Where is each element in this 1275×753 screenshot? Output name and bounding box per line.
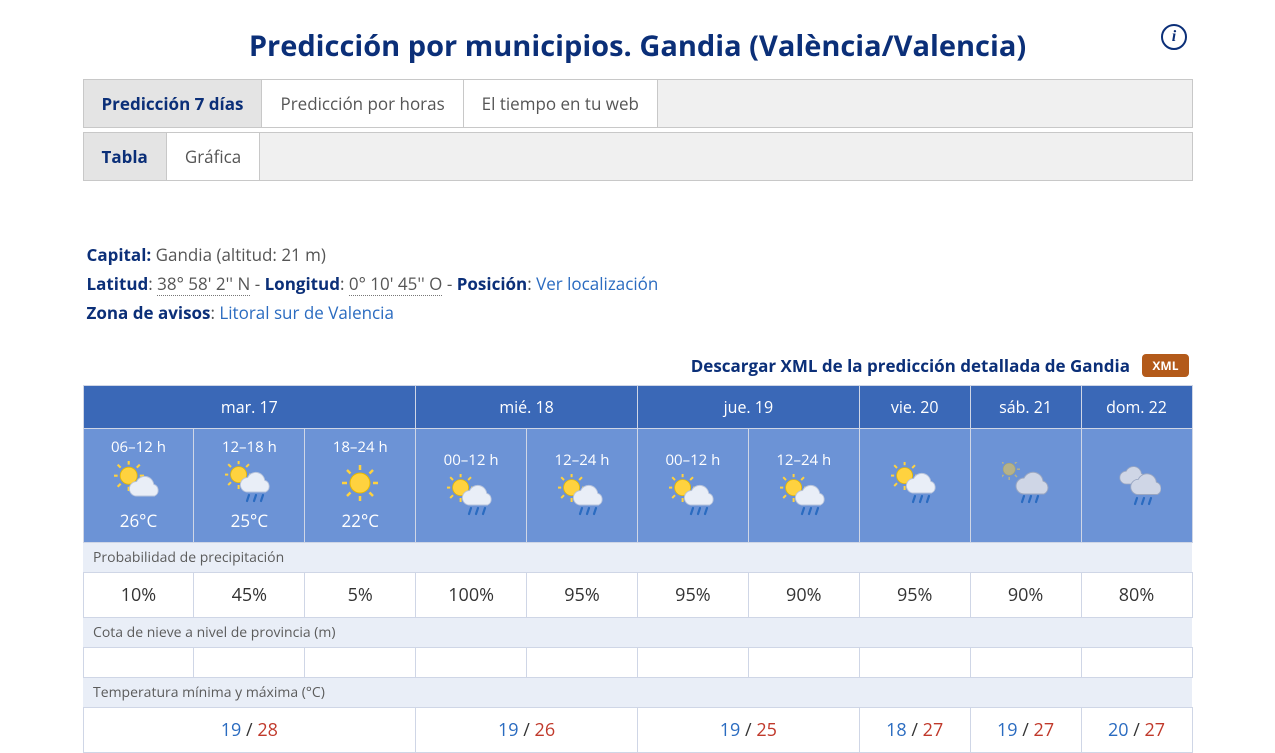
capital-value: Gandia (altitud: 21 m) — [156, 243, 326, 266]
precip-value: 95% — [859, 572, 970, 617]
day-header: dom. 22 — [1081, 385, 1192, 428]
slot-period: 12–24 h — [527, 450, 637, 470]
location-meta: Capital: Gandia (altitud: 21 m) Latitud:… — [83, 241, 1193, 348]
pos-label: Posición — [457, 272, 527, 295]
sun-rain-icon — [638, 474, 748, 518]
slot-period: 06–12 h — [84, 437, 194, 457]
zone-value[interactable]: Litoral sur de Valencia — [219, 301, 394, 324]
forecast-slot: 00–12 h — [637, 428, 748, 542]
lat-value: 38° 58' 2'' N — [157, 272, 250, 296]
pos-link[interactable]: Ver localización — [536, 272, 658, 295]
slot-temp: 22°C — [305, 509, 415, 532]
day-header: vie. 20 — [859, 385, 970, 428]
sun-rain-icon — [749, 474, 859, 518]
sub-tab-1[interactable]: Gráfica — [167, 133, 260, 180]
snow-value — [1081, 647, 1192, 677]
sub-tab-0[interactable]: Tabla — [84, 133, 167, 180]
precip-section-label: Probabilidad de precipitación — [83, 542, 1192, 572]
day-header: mar. 17 — [83, 385, 416, 428]
slot-period: 12–18 h — [194, 437, 304, 457]
precip-value: 90% — [748, 572, 859, 617]
temp-minmax: 19 / 26 — [416, 707, 638, 752]
forecast-slot: 12–18 h 25°C — [194, 428, 305, 542]
sun-icon — [305, 461, 415, 505]
forecast-slot — [859, 428, 970, 542]
temp-section-label: Temperatura mínima y máxima (°C) — [83, 677, 1192, 707]
precip-value: 80% — [1081, 572, 1192, 617]
snow-value — [859, 647, 970, 677]
lat-label: Latitud — [87, 272, 149, 295]
precip-value: 10% — [83, 572, 194, 617]
sun-rain-icon — [416, 474, 526, 518]
forecast-slot: 12–24 h — [527, 428, 638, 542]
precip-value: 90% — [970, 572, 1081, 617]
snow-value — [305, 647, 416, 677]
snow-value — [527, 647, 638, 677]
lon-value: 0° 10' 45'' O — [349, 272, 443, 296]
precip-value: 95% — [527, 572, 638, 617]
temp-minmax: 18 / 27 — [859, 707, 970, 752]
lon-label: Longitud — [265, 272, 340, 295]
sub-tabs: TablaGráfica — [83, 132, 1193, 181]
main-tab-1[interactable]: Predicción por horas — [262, 80, 463, 127]
capital-label: Capital: — [87, 243, 152, 266]
main-tab-0[interactable]: Predicción 7 días — [84, 80, 263, 127]
precip-value: 5% — [305, 572, 416, 617]
sun-cloud-icon — [84, 461, 194, 505]
forecast-table: mar. 17mié. 18jue. 19vie. 20sáb. 21dom. … — [83, 385, 1193, 753]
precip-value: 45% — [194, 572, 305, 617]
info-icon[interactable]: i — [1161, 24, 1187, 50]
main-tabs: Predicción 7 díasPredicción por horasEl … — [83, 79, 1193, 128]
clouds-rain-icon — [1082, 462, 1192, 506]
day-header: mié. 18 — [416, 385, 638, 428]
forecast-slot — [970, 428, 1081, 542]
temp-minmax: 19 / 25 — [637, 707, 859, 752]
sun-rain-icon — [527, 474, 637, 518]
page-title: Predicción por municipios. Gandia (Valèn… — [249, 26, 1026, 65]
forecast-slot: 18–24 h 22°C — [305, 428, 416, 542]
snow-value — [83, 647, 194, 677]
forecast-slot: 00–12 h — [416, 428, 527, 542]
snow-value — [416, 647, 527, 677]
cloud-rain-icon — [971, 462, 1081, 506]
snow-value — [970, 647, 1081, 677]
snow-value — [637, 647, 748, 677]
day-header: jue. 19 — [637, 385, 859, 428]
xml-badge[interactable]: XML — [1142, 354, 1188, 377]
forecast-slot — [1081, 428, 1192, 542]
snow-section-label: Cota de nieve a nivel de provincia (m) — [83, 617, 1192, 647]
precip-value: 100% — [416, 572, 527, 617]
temp-minmax: 19 / 28 — [83, 707, 416, 752]
main-tab-2[interactable]: El tiempo en tu web — [464, 80, 658, 127]
snow-value — [748, 647, 859, 677]
slot-period: 18–24 h — [305, 437, 415, 457]
snow-value — [194, 647, 305, 677]
day-header: sáb. 21 — [970, 385, 1081, 428]
precip-value: 95% — [637, 572, 748, 617]
slot-period: 12–24 h — [749, 450, 859, 470]
slot-period: 00–12 h — [638, 450, 748, 470]
sun-rain-icon — [194, 461, 304, 505]
slot-temp: 26°C — [84, 509, 194, 532]
forecast-slot: 06–12 h 26°C — [83, 428, 194, 542]
temp-minmax: 20 / 27 — [1081, 707, 1192, 752]
slot-temp: 25°C — [194, 509, 304, 532]
sun-rain-icon — [860, 462, 970, 506]
zone-label: Zona de avisos — [87, 301, 211, 324]
forecast-slot: 12–24 h — [748, 428, 859, 542]
download-xml-link[interactable]: Descargar XML de la predicción detallada… — [691, 354, 1130, 377]
temp-minmax: 19 / 27 — [970, 707, 1081, 752]
slot-period: 00–12 h — [416, 450, 526, 470]
